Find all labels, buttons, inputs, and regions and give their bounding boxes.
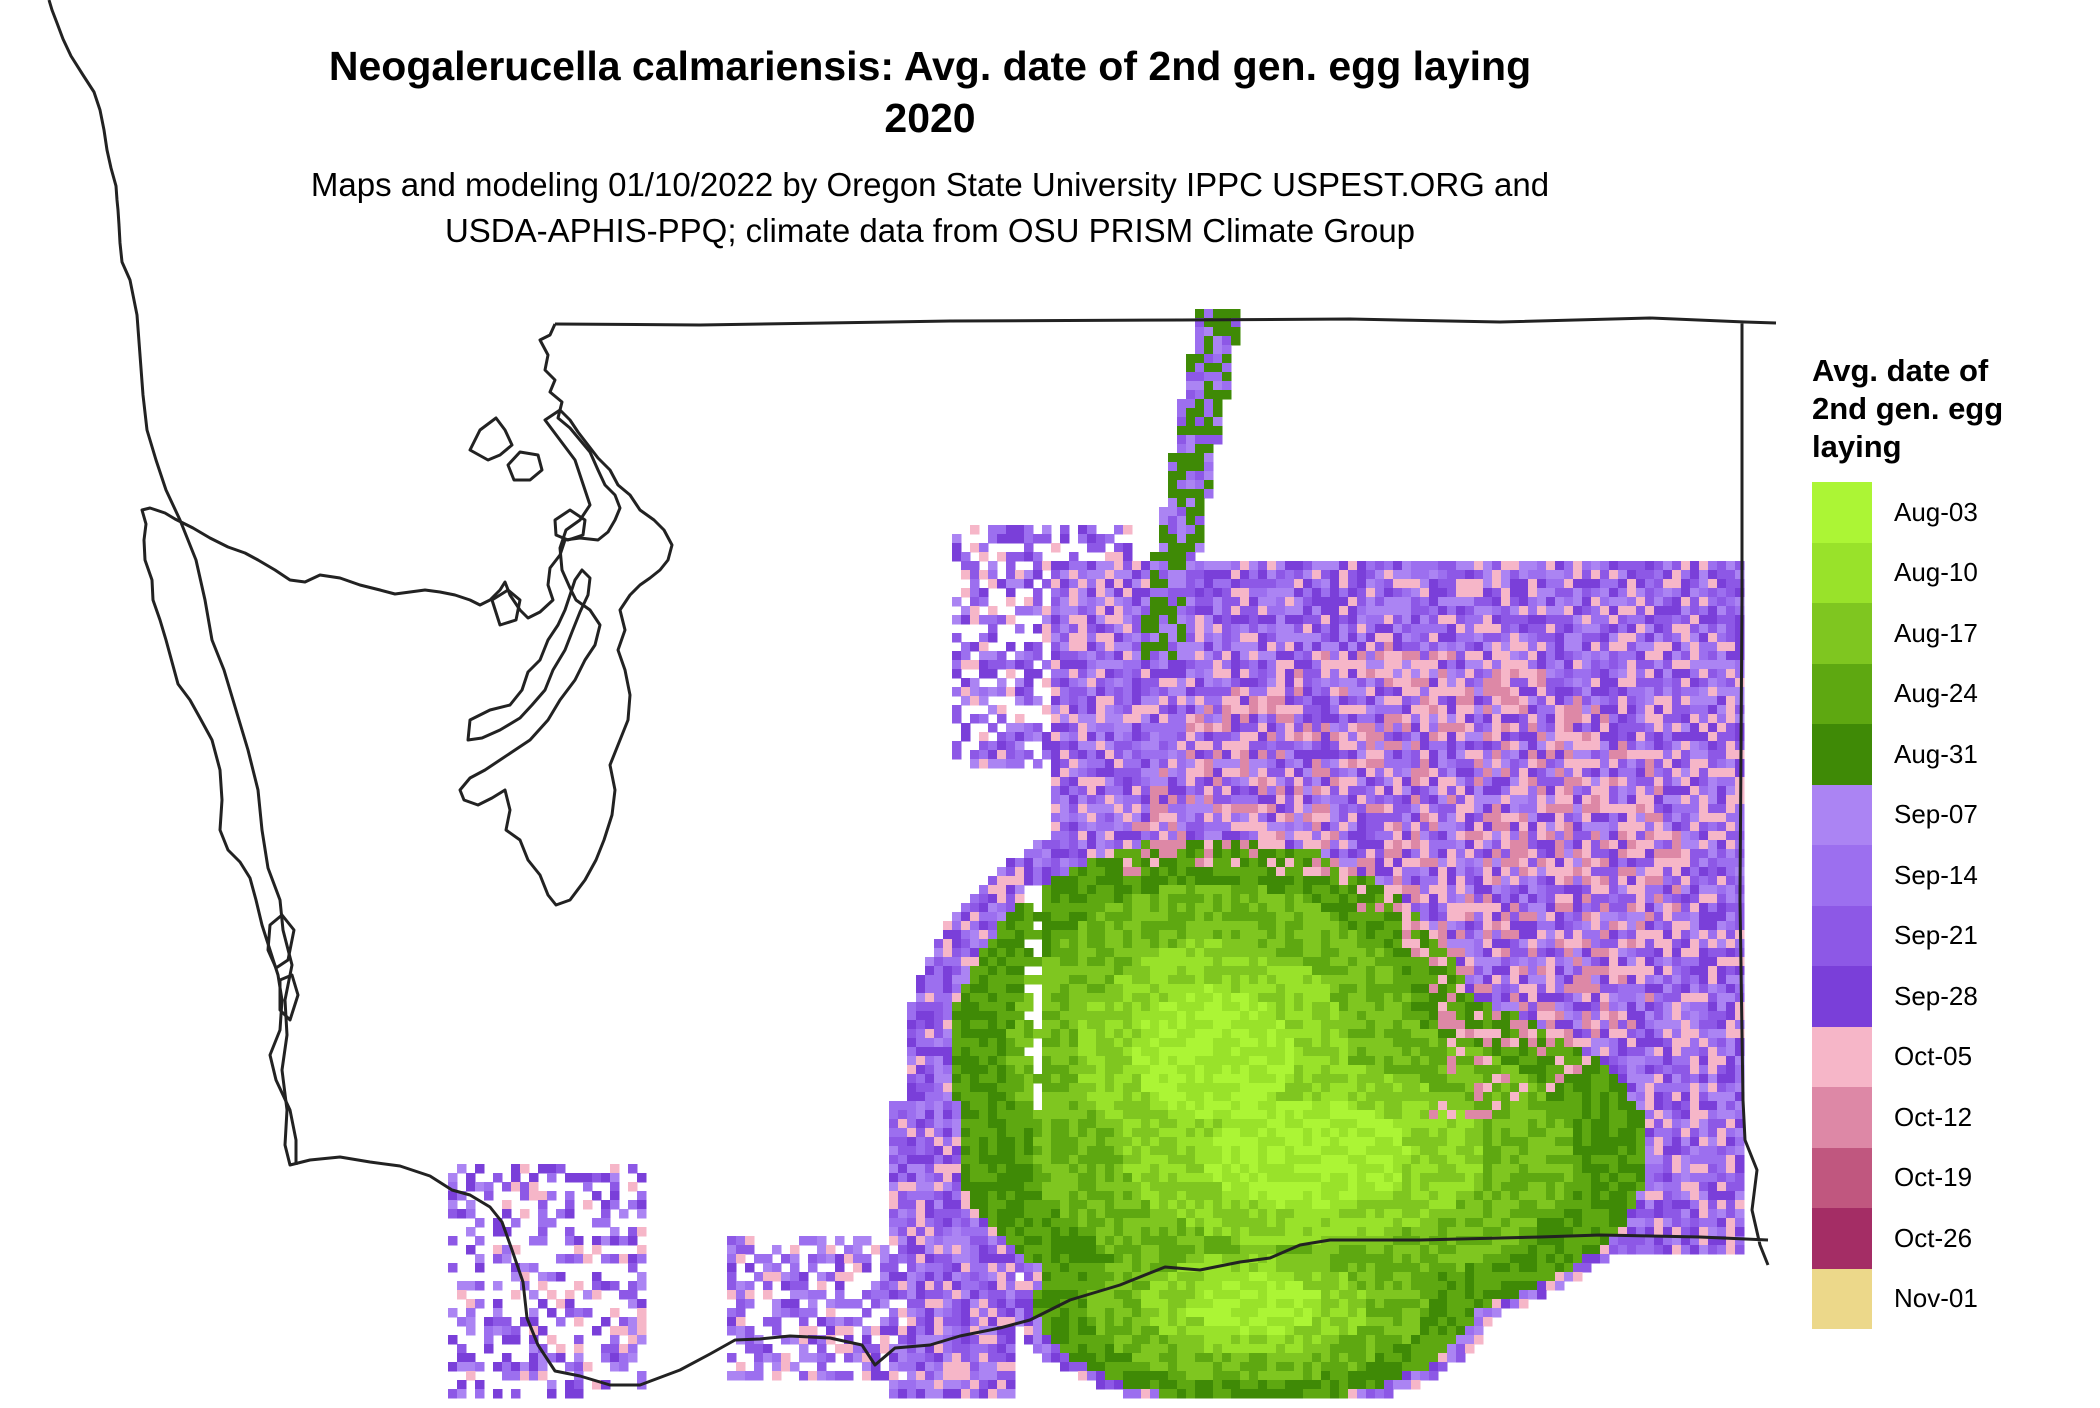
legend-swatch — [1812, 663, 1872, 724]
legend-title: Avg. date of 2nd gen. egg laying — [1812, 352, 2092, 466]
legend-label: Aug-24 — [1894, 678, 1978, 709]
island-6 — [266, 913, 296, 970]
legend-label: Oct-12 — [1894, 1101, 1973, 1132]
legend-items: Aug-03 Aug-10 Aug-17 Aug-24 Aug-31 Sep-07 Sep-… — [1812, 482, 2092, 1329]
legend-swatch — [1812, 1208, 1872, 1269]
island-2 — [468, 416, 514, 462]
legend-label: Oct-05 — [1894, 1041, 1973, 1072]
phenology-map — [47, 0, 1777, 1399]
legend-label: Aug-10 — [1894, 557, 1978, 588]
legend-label: Oct-19 — [1894, 1162, 1973, 1193]
map-legend: Avg. date of 2nd gen. egg laying Aug-03 A… — [1812, 352, 2092, 1329]
legend-swatch — [1812, 482, 1872, 543]
legend-swatch — [1812, 603, 1872, 664]
legend-label: Aug-17 — [1894, 617, 1978, 648]
map-subtitle: Maps and modeling 01/10/2022 by Oregon S… — [0, 162, 1860, 254]
map-title-line-1: Neogalerucella calmariensis: Avg. date o… — [328, 43, 1532, 89]
legend-label: Sep-14 — [1894, 859, 1978, 890]
phenology-raster — [448, 309, 1745, 1399]
legend-item: Nov-01 — [1812, 1268, 2092, 1329]
legend-swatch — [1812, 966, 1872, 1027]
island-1 — [466, 568, 592, 742]
legend-swatch — [1812, 1026, 1872, 1087]
legend-swatch — [1812, 724, 1872, 785]
legend-swatch — [1812, 1087, 1872, 1148]
map-title: Neogalerucella calmariensis: Avg. date o… — [0, 40, 1860, 144]
legend-item: Sep-28 — [1812, 966, 2092, 1027]
legend-label: Sep-07 — [1894, 799, 1978, 830]
legend-item: Sep-14 — [1812, 845, 2092, 906]
legend-item: Oct-12 — [1812, 1087, 2092, 1148]
legend-item: Sep-07 — [1812, 784, 2092, 845]
island-4 — [506, 450, 544, 482]
legend-item: Oct-05 — [1812, 1026, 2092, 1087]
legend-swatch — [1812, 845, 1872, 906]
map-title-line-2: 2020 — [884, 95, 976, 141]
legend-swatch — [1812, 905, 1872, 966]
washington-border-outline — [47, 0, 1777, 1387]
state-boundaries — [47, 0, 1777, 1387]
olympic-peninsula-coast — [140, 323, 622, 1165]
legend-label: Sep-21 — [1894, 920, 1978, 951]
legend-item: Aug-17 — [1812, 603, 2092, 664]
island-3 — [490, 588, 522, 627]
legend-label: Sep-28 — [1894, 980, 1978, 1011]
legend-title-line: 2nd gen. egg — [1812, 391, 2004, 426]
legend-item: Aug-24 — [1812, 663, 2092, 724]
legend-item: Aug-03 — [1812, 482, 2092, 543]
legend-title-line: Avg. date of — [1812, 353, 1989, 388]
island-5 — [553, 508, 587, 542]
map-subtitle-line-1: Maps and modeling 01/10/2022 by Oregon S… — [310, 166, 1550, 203]
map-subtitle-line-2: USDA-APHIS-PPQ; climate data from OSU PR… — [444, 212, 1416, 249]
legend-label: Aug-03 — [1894, 496, 1978, 527]
legend-swatch — [1812, 1268, 1872, 1329]
legend-swatch — [1812, 542, 1872, 603]
legend-item: Oct-19 — [1812, 1147, 2092, 1208]
legend-item: Aug-31 — [1812, 724, 2092, 785]
legend-label: Oct-26 — [1894, 1222, 1973, 1253]
legend-label: Nov-01 — [1894, 1283, 1978, 1314]
puget-sound-shore-1 — [458, 408, 674, 907]
legend-item: Oct-26 — [1812, 1208, 2092, 1269]
legend-item: Aug-10 — [1812, 542, 2092, 603]
legend-label: Aug-31 — [1894, 738, 1978, 769]
legend-item: Sep-21 — [1812, 905, 2092, 966]
island-7 — [278, 973, 300, 1022]
legend-swatch — [1812, 1147, 1872, 1208]
legend-swatch — [1812, 784, 1872, 845]
legend-title-line: laying — [1812, 429, 1902, 464]
